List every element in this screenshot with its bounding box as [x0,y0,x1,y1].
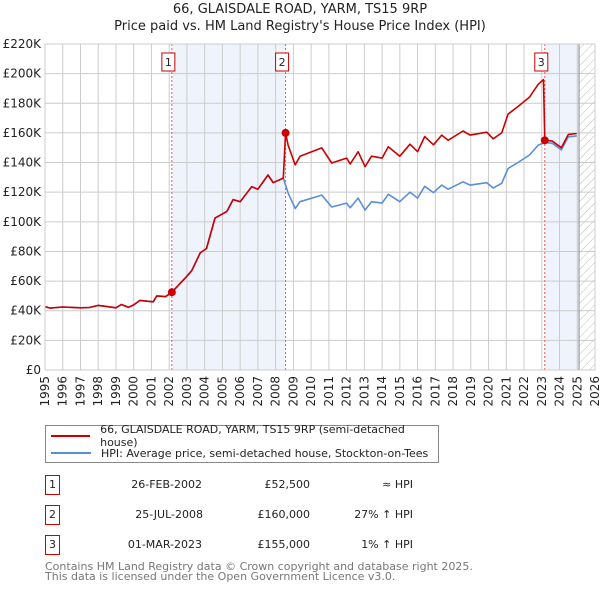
hpi-line-swatch [51,452,91,454]
x-tick-label: 2025 [570,376,584,407]
x-tick-label: 2023 [535,376,549,407]
x-tick-label: 2000 [127,376,141,407]
x-tick-label: 2002 [162,376,176,407]
x-tick-label: 2007 [251,376,265,407]
y-tick-label: £120K [3,185,43,199]
sale-price: £155,000 [257,538,311,551]
plot-frame [44,43,596,371]
x-tick-label: 2012 [340,376,354,407]
x-tick-label: 2003 [180,376,194,407]
legend-item-property: 66, GLAISDALE ROAD, YARM, TS15 9RP (semi… [46,423,438,449]
legend-label-property: 66, GLAISDALE ROAD, YARM, TS15 9RP (semi… [100,423,405,449]
sale-number-badge: 3 [45,535,60,555]
x-tick-label: 2017 [428,376,442,407]
x-tick-label: 2004 [198,376,212,407]
sale-row-1: 1 26-FEB-2002 £52,500 ≈ HPI [45,475,445,495]
shaded-ownership-period [544,44,580,370]
sale-hpi-compare: 27% ↑ HPI [354,508,413,521]
x-tick-label: 1999 [109,376,123,407]
x-tick-label: 2008 [269,376,283,407]
x-tick-label: 1998 [91,376,105,407]
y-tick-label: £20K [10,333,42,347]
sale-point [167,288,176,297]
y-tick-label: £180K [3,96,43,110]
x-tick-label: 2013 [357,376,371,407]
x-tick-label: 2021 [499,376,513,407]
chart-subtitle: Price paid vs. HM Land Registry's House … [114,19,486,34]
x-tick-label: 2026 [588,376,600,407]
sale-price: £160,000 [257,508,311,521]
x-tick-label: 2018 [446,376,460,407]
sale-date: 25-JUL-2008 [135,508,203,521]
x-tick-label: 2024 [553,376,567,407]
footer-copyright: Contains HM Land Registry data © Crown c… [45,560,473,573]
sale-number-badge: 2 [45,505,60,525]
y-tick-label: £60K [10,274,42,288]
chart-title: 66, GLAISDALE ROAD, YARM, TS15 9RP [172,2,428,17]
sale-hpi-compare: 1% ↑ HPI [361,538,413,551]
sale-marker-box [534,52,549,72]
legend: 66, GLAISDALE ROAD, YARM, TS15 9RP (semi… [45,423,439,463]
sale-marker-box [275,52,290,72]
y-tick-label: £140K [3,156,43,170]
sale-marker-label: 2 [279,56,286,69]
sale-date: 26-FEB-2002 [131,478,202,491]
x-tick-label: 2022 [517,376,531,407]
sale-number-badge: 1 [45,475,60,495]
y-tick-label: £160K [3,126,43,140]
x-tick-label: 2006 [233,376,247,407]
sale-point [540,136,549,145]
x-tick-label: 2009 [286,376,300,407]
y-tick-label: £80K [10,244,42,258]
sale-price: £52,500 [264,478,311,491]
footer-licence: This data is licensed under the Open Gov… [45,570,396,583]
sale-row-3: 3 01-MAR-2023 £155,000 1% ↑ HPI [45,535,445,555]
sale-date: 01-MAR-2023 [127,538,202,551]
legend-label-hpi: HPI: Average price, semi-detached house,… [101,446,429,460]
y-tick-label: £220K [3,37,43,51]
y-tick-label: £100K [3,215,43,229]
x-tick-label: 2015 [393,376,407,407]
x-tick-label: 2014 [375,376,389,407]
sale-hpi-compare: ≈ HPI [382,478,413,491]
sale-marker-box [161,52,176,72]
sale-marker-label: 3 [538,56,545,69]
sale-marker-label: 1 [165,56,172,69]
x-tick-label: 2011 [322,376,336,407]
x-tick-label: 1995 [38,376,52,407]
x-tick-label: 2020 [482,376,496,407]
sale-row-2: 2 25-JUL-2008 £160,000 27% ↑ HPI [45,505,445,525]
x-tick-label: 2001 [144,376,158,407]
future-hatched-area [579,44,595,370]
property-series-line [44,78,577,309]
x-tick-label: 2016 [411,376,425,407]
price-chart: £0 £20K £40K £60K £80K £100K £120K £140K £160K £1… [3,37,600,407]
x-tick-label: 1997 [73,376,87,407]
x-tick-label: 2019 [464,376,478,407]
sale-point [281,128,290,137]
property-line-swatch [51,435,91,437]
y-tick-label: £0 [26,363,41,377]
x-tick-label: 2005 [215,376,229,407]
x-tick-label: 2010 [304,376,318,407]
x-tick-label: 1996 [56,376,70,407]
y-tick-label: £200K [3,67,43,81]
legend-item-hpi: HPI: Average price, semi-detached house,… [46,445,428,461]
y-tick-label: £40K [10,304,42,318]
